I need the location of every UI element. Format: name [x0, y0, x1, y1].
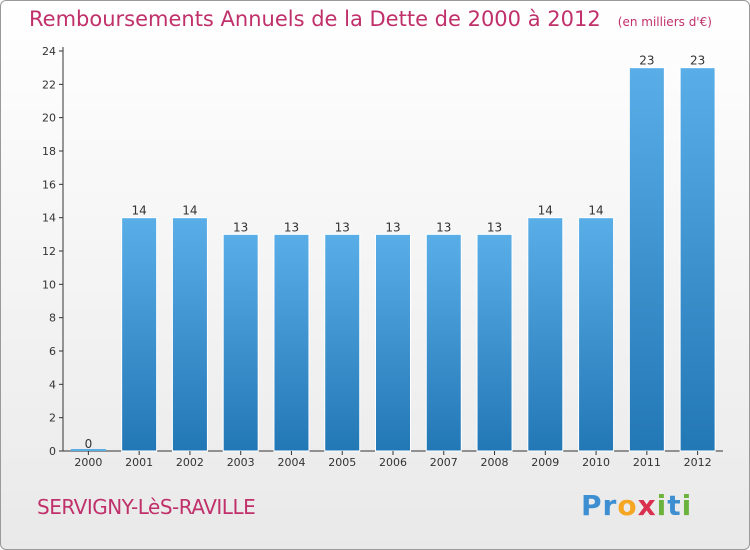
bar [628, 67, 665, 452]
bar [679, 67, 716, 452]
bar [222, 233, 259, 452]
x-tick-label: 2010 [582, 456, 610, 469]
y-tick-label: 18 [42, 145, 56, 158]
x-tick-label: 2009 [531, 456, 559, 469]
bar [425, 233, 462, 452]
x-tick-label: 2005 [328, 456, 356, 469]
chart-subtitle: (en milliers d'€) [617, 15, 712, 29]
logo-letter: r [602, 489, 618, 522]
bar [578, 217, 615, 452]
bar [273, 233, 310, 452]
y-tick-label: 14 [42, 212, 56, 225]
proxiti-logo: Proxiti [581, 489, 692, 522]
logo-letter: P [581, 489, 603, 522]
logo-letter: x [637, 489, 657, 522]
y-tick-label: 24 [42, 45, 56, 58]
y-tick-label: 8 [49, 312, 56, 325]
y-tick-label: 22 [42, 78, 56, 91]
commune-name: SERVIGNY-LèS-RAVILLE [37, 495, 256, 519]
bar [476, 233, 513, 452]
bar-value-label: 14 [538, 204, 553, 218]
y-tick-label: 2 [49, 412, 56, 425]
bar [121, 217, 158, 452]
x-tick-label: 2000 [74, 456, 102, 469]
bar-value-label: 13 [284, 220, 299, 234]
logo-letter: i [656, 489, 668, 522]
chart-title: Remboursements Annuels de la Dette de 20… [29, 7, 601, 31]
x-tick-label: 2001 [125, 456, 153, 469]
x-tick-label: 2012 [684, 456, 712, 469]
bar-value-label: 23 [639, 54, 654, 68]
x-tick-label: 2002 [176, 456, 204, 469]
bar-value-label: 13 [335, 220, 350, 234]
bar-value-label: 13 [487, 220, 502, 234]
bar-value-label: 14 [132, 204, 147, 218]
bar [171, 217, 208, 452]
bar [324, 233, 361, 452]
x-tick-label: 2006 [379, 456, 407, 469]
x-tick-label: 2004 [277, 456, 305, 469]
bar-value-label: 14 [182, 204, 197, 218]
bar [375, 233, 411, 452]
bar-value-label: 13 [436, 220, 451, 234]
bar-value-label: 14 [588, 204, 603, 218]
y-tick-label: 6 [49, 345, 56, 358]
logo-letter: o [617, 489, 638, 522]
logo-letter: t [667, 489, 682, 522]
bar-value-label: 13 [233, 220, 248, 234]
bar [527, 217, 564, 452]
x-tick-label: 2003 [227, 456, 255, 469]
y-tick-label: 20 [42, 112, 56, 125]
y-tick-label: 10 [42, 278, 56, 291]
logo-letter: i [681, 489, 693, 522]
bar-value-label: 23 [690, 54, 705, 68]
y-tick-label: 16 [42, 178, 56, 191]
title-row: Remboursements Annuels de la Dette de 20… [29, 7, 712, 31]
x-tick-label: 2011 [633, 456, 661, 469]
bar-value-label: 13 [385, 220, 400, 234]
x-tick-label: 2007 [430, 456, 458, 469]
x-tick-label: 2008 [481, 456, 509, 469]
y-tick-label: 4 [49, 378, 56, 391]
bar-value-label: 0 [85, 437, 93, 451]
y-tick-label: 12 [42, 245, 56, 258]
y-tick-label: 0 [49, 445, 56, 458]
